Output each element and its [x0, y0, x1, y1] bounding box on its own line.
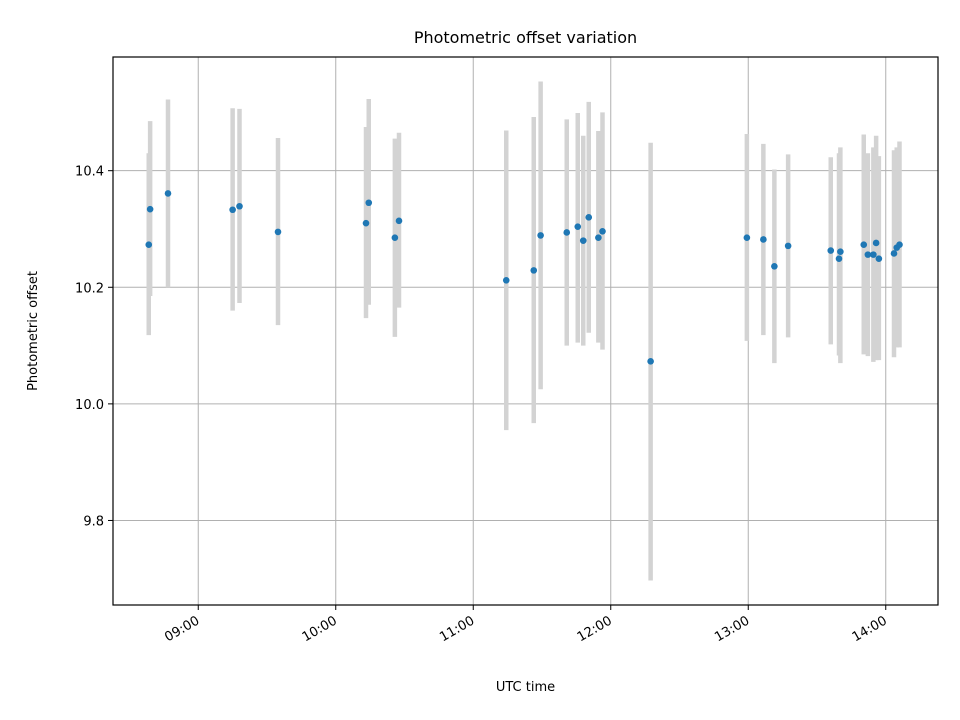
data-point: [236, 202, 243, 210]
data-point: [837, 248, 844, 256]
y-axis-label: Photometric offset: [26, 271, 41, 391]
y-tick-label: 9.8: [83, 514, 104, 529]
data-point: [595, 234, 602, 242]
y-tick-label: 10.0: [75, 398, 104, 413]
y-tick-label: 10.4: [75, 165, 104, 180]
data-point: [395, 217, 403, 225]
data-point: [864, 251, 872, 258]
data-point: [784, 242, 792, 250]
y-axis-ticks: 9.8 10.0 10.2 10.4: [75, 165, 113, 529]
data-point: [362, 219, 370, 227]
data-point: [896, 241, 903, 249]
data-points: [145, 190, 903, 365]
data-point: [743, 234, 751, 242]
data-point: [875, 255, 883, 263]
data-point: [502, 276, 510, 284]
data-point: [145, 241, 153, 249]
data-point: [391, 234, 399, 242]
plot-frame: [112, 56, 939, 606]
x-axis-label: UTC time: [496, 680, 555, 695]
data-point: [771, 262, 778, 270]
data-point: [537, 232, 544, 239]
data-point: [164, 190, 172, 197]
data-point: [760, 236, 767, 243]
data-point: [530, 267, 538, 274]
data-point: [860, 241, 868, 249]
grid: [113, 57, 938, 605]
plot-area: [113, 57, 938, 605]
data-point: [890, 250, 898, 257]
data-point: [585, 214, 593, 221]
data-point: [274, 228, 282, 236]
data-point: [599, 228, 606, 235]
data-point: [579, 237, 587, 244]
data-point: [870, 251, 877, 258]
y-tick-label: 10.2: [75, 281, 104, 296]
data-point: [563, 229, 571, 236]
data-point: [827, 247, 835, 254]
chart-title: Photometric offset variation: [414, 28, 637, 47]
data-point: [872, 239, 880, 247]
data-point: [647, 358, 654, 365]
data-point: [365, 199, 373, 207]
data-point: [835, 255, 843, 263]
data-point: [574, 223, 582, 230]
data-point: [146, 205, 154, 213]
data-point: [229, 206, 236, 214]
